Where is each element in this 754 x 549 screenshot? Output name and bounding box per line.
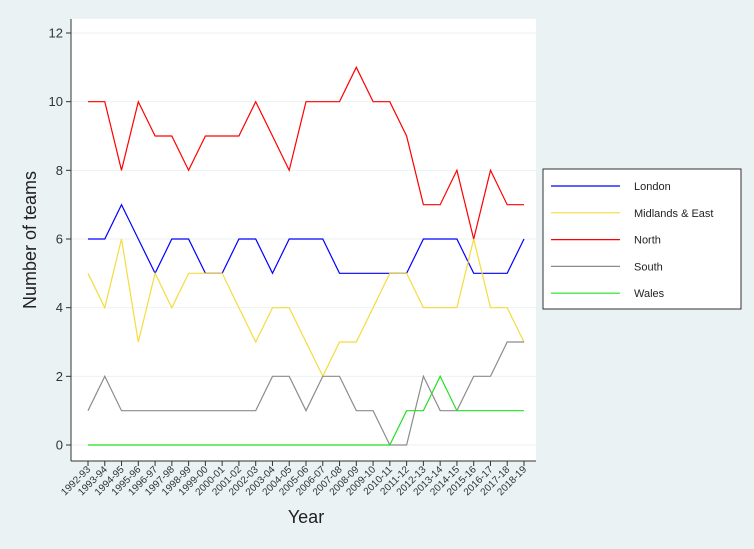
y-tick-label: 6	[56, 232, 63, 247]
series-line-london	[88, 203, 525, 275]
series-line-wales	[88, 374, 524, 446]
legend: London Midlands & East North South Wales	[542, 168, 742, 310]
legend-label: North	[634, 235, 661, 247]
plot-background	[71, 19, 536, 461]
legend-label: Wales	[634, 288, 665, 300]
y-tick-label: 8	[56, 163, 63, 178]
y-tick-label: 4	[56, 300, 63, 315]
x-axis-title: Year	[288, 507, 324, 527]
y-tick-label: 10	[49, 94, 63, 109]
legend-label: Midlands & East	[634, 208, 713, 220]
y-axis: 0 2 4 6 8 10 12	[49, 19, 72, 461]
y-tick-label: 0	[56, 438, 63, 453]
series-lines	[87, 65, 525, 446]
series-line-south	[87, 341, 524, 446]
y-tick-label: 2	[56, 369, 63, 384]
y-axis-title: Number of teams	[20, 171, 40, 309]
legend-label: South	[634, 261, 663, 273]
series-line-midlands-east	[87, 238, 525, 378]
series-line-north	[88, 65, 524, 240]
legend-label: London	[634, 181, 671, 193]
y-tick-label: 12	[49, 26, 63, 41]
